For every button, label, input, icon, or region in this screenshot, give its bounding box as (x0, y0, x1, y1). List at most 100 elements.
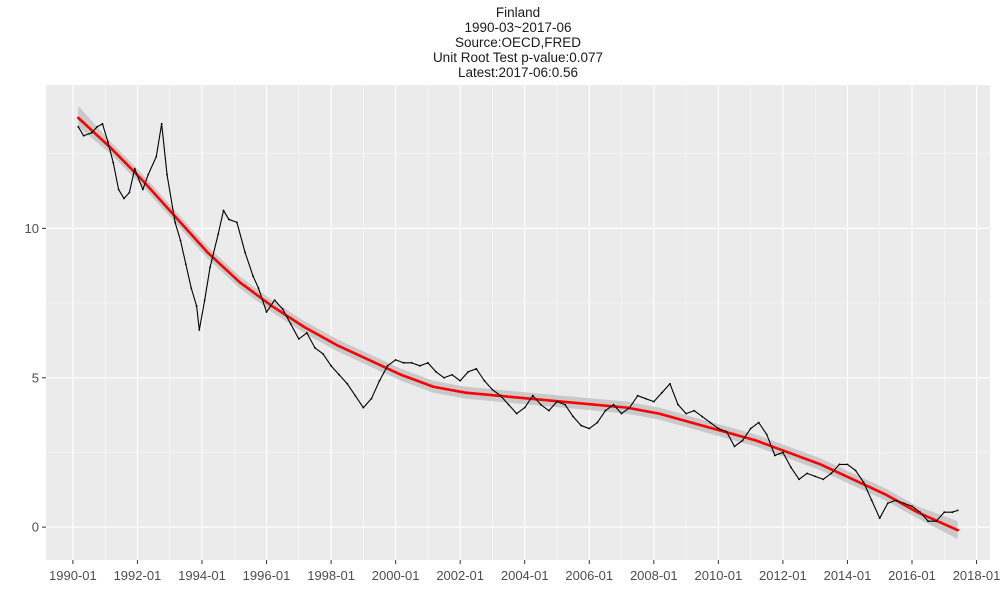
data-point (854, 469, 857, 472)
data-point (394, 358, 397, 361)
data-point (435, 370, 437, 373)
data-point (402, 361, 405, 364)
data-point (886, 502, 889, 505)
data-point (123, 197, 125, 200)
data-point (418, 364, 421, 367)
data-point (956, 509, 959, 512)
data-series-line (77, 123, 958, 522)
data-point (483, 379, 486, 382)
chart-title: Finland (496, 5, 540, 20)
data-point (217, 233, 220, 236)
data-point (935, 520, 938, 523)
series-layer (76, 105, 960, 540)
x-tick-label: 2018-01 (953, 568, 1000, 583)
data-point (693, 409, 696, 412)
data-point (198, 329, 201, 331)
x-tick-label: 2012-01 (759, 568, 807, 583)
data-point (475, 367, 478, 370)
data-point (814, 475, 817, 478)
data-point (209, 266, 211, 269)
data-point (822, 478, 825, 481)
chart-subtitle-source: Source:OECD,FRED (455, 35, 581, 50)
data-point (386, 364, 389, 367)
data-point (765, 433, 768, 436)
x-tick-label: 2000-01 (372, 568, 420, 583)
data-point (227, 218, 230, 221)
data-point (362, 406, 365, 409)
data-point (628, 406, 631, 409)
data-point (951, 511, 954, 514)
x-tick-label: 2010-01 (695, 568, 743, 583)
data-point (265, 311, 268, 313)
data-point (894, 499, 897, 502)
chart-title-block: Finland 1990-03~2017-06 Source:OECD,FRED… (433, 5, 603, 80)
data-point (830, 472, 833, 475)
data-point (911, 505, 913, 508)
data-point (322, 352, 324, 355)
chart-subtitle-latest: Latest:2017-06:0.56 (458, 65, 578, 80)
data-point (190, 287, 193, 290)
y-axis: 0 5 10 (25, 221, 46, 535)
data-point (604, 409, 607, 412)
data-point (596, 421, 599, 424)
data-point (166, 173, 168, 176)
data-point (244, 251, 246, 254)
x-tick-label: 1998-01 (307, 568, 355, 583)
data-point (160, 122, 163, 125)
data-point (531, 394, 534, 397)
data-point (507, 403, 510, 406)
data-point (112, 161, 115, 164)
plot-panel (46, 85, 990, 560)
y-tick-label: 10 (25, 221, 39, 236)
x-tick-label: 1990-01 (49, 568, 97, 583)
data-point (903, 502, 905, 505)
data-point (588, 427, 591, 430)
data-point (612, 403, 615, 406)
data-point (128, 191, 131, 194)
data-point (314, 346, 316, 349)
data-point (82, 134, 85, 137)
trend-line (76, 116, 960, 532)
data-point (147, 173, 150, 176)
trend-confidence-band (78, 105, 958, 540)
data-point (346, 382, 349, 385)
data-point (564, 403, 566, 406)
data-point (773, 454, 776, 457)
data-point (289, 323, 292, 325)
chart-subtitle-period: 1990-03~2017-06 (465, 20, 572, 35)
data-point (878, 517, 881, 520)
data-point (717, 427, 720, 430)
data-point (523, 406, 526, 409)
data-point (330, 364, 332, 367)
data-point (806, 472, 809, 475)
x-tick-label: 1994-01 (178, 568, 226, 583)
grid-major (46, 85, 990, 560)
data-point (222, 209, 225, 212)
data-point (101, 122, 104, 125)
data-point (580, 424, 583, 427)
data-point (281, 308, 284, 310)
data-point (491, 388, 494, 391)
data-point (305, 332, 308, 334)
data-point (117, 188, 120, 191)
data-point (644, 397, 647, 400)
data-point (184, 263, 187, 266)
data-point (141, 188, 144, 191)
x-tick-label: 2002-01 (436, 568, 484, 583)
data-point (459, 379, 462, 382)
chart-subtitle-unit-root: Unit Root Test p-value:0.077 (433, 50, 603, 65)
x-tick-label: 2014-01 (824, 568, 872, 583)
data-point (354, 394, 357, 397)
data-point (257, 287, 260, 290)
data-point (451, 373, 454, 376)
data-point (838, 463, 841, 466)
data-point (846, 463, 849, 466)
data-point (203, 299, 206, 301)
data-point (741, 439, 744, 442)
data-point (757, 421, 760, 424)
data-point (652, 400, 655, 403)
x-tick-label: 2006-01 (565, 568, 613, 583)
data-point (236, 221, 238, 224)
data-point (862, 481, 865, 484)
data-point (790, 466, 792, 469)
